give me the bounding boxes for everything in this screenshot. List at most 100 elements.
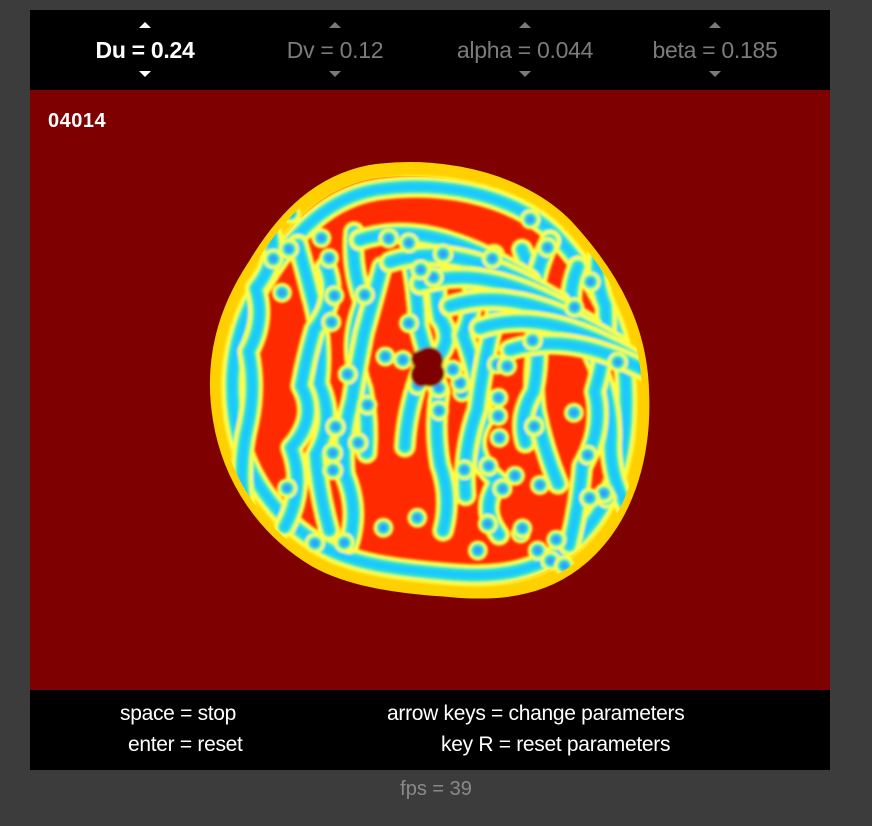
pattern-dot: [416, 265, 425, 274]
pattern-dot: [429, 273, 438, 282]
pattern-dot: [343, 370, 352, 379]
pattern-dot: [546, 556, 555, 565]
parameter-bar: Du = 0.24 Dv = 0.12 alpha = 0.044 beta =…: [30, 10, 830, 90]
pattern-dot: [494, 412, 503, 420]
decrease-dv-icon[interactable]: [329, 71, 341, 77]
pattern-dot: [327, 318, 336, 327]
pattern-dot: [363, 401, 372, 409]
pattern-dot: [340, 538, 349, 547]
pattern-dot: [328, 449, 337, 457]
pattern-dot: [404, 238, 413, 247]
pattern-stripe: [238, 226, 276, 510]
help-key-r: key R = reset parameters: [441, 733, 671, 756]
simulation-canvas[interactable]: 04014: [30, 90, 830, 690]
pattern-dot: [595, 209, 616, 230]
increase-alpha-icon[interactable]: [519, 22, 531, 28]
pattern-dot: [329, 466, 337, 475]
pattern-dot: [503, 362, 512, 371]
param-dv-label: Dv = 0.12: [286, 37, 384, 63]
pattern-stripe: [401, 261, 450, 451]
param-du[interactable]: Du = 0.24: [60, 10, 230, 90]
pattern-dot: [269, 254, 278, 263]
pattern-dot: [526, 215, 535, 224]
param-alpha-label: alpha = 0.044: [456, 37, 594, 63]
pattern-stripe: [340, 263, 386, 547]
pattern-dot: [598, 212, 613, 227]
pattern-dot: [473, 546, 482, 555]
decrease-beta-icon[interactable]: [709, 71, 721, 77]
pattern-dot: [381, 352, 390, 361]
pattern-dot: [511, 471, 519, 480]
pattern-dot: [254, 205, 269, 220]
param-beta-label: beta = 0.185: [652, 37, 778, 63]
pattern-dot: [543, 243, 552, 252]
pattern-dot: [456, 379, 465, 387]
pattern-dot: [284, 245, 293, 253]
turing-pattern: [209, 162, 650, 599]
pattern-dot: [613, 358, 622, 367]
fps-readout: fps = 39: [400, 778, 472, 800]
pattern-dot: [360, 290, 369, 299]
decrease-du-icon[interactable]: [139, 71, 151, 77]
param-beta[interactable]: beta = 0.185: [630, 10, 800, 90]
pattern-dot: [552, 535, 561, 544]
pattern-dot: [484, 462, 493, 471]
pattern-dot: [379, 523, 388, 532]
pattern-dot: [384, 234, 393, 243]
pattern-dot: [257, 208, 266, 217]
pattern-dot: [331, 422, 340, 431]
pattern-dot: [448, 365, 457, 374]
increase-beta-icon[interactable]: [709, 22, 721, 28]
pattern-dot: [460, 465, 469, 474]
pattern-dot: [601, 215, 610, 224]
help-space-stop: space = stop: [120, 702, 237, 725]
pattern-dot: [607, 560, 622, 575]
pattern-dot: [569, 408, 578, 417]
increase-dv-icon[interactable]: [329, 22, 341, 28]
pattern-blob: [209, 162, 650, 599]
param-alpha[interactable]: alpha = 0.044: [440, 10, 610, 90]
pattern-dot: [560, 561, 569, 570]
pattern-dot: [413, 513, 422, 522]
simulation-app: Du = 0.24 Dv = 0.12 alpha = 0.044 beta =…: [30, 10, 830, 770]
pattern-dot: [488, 254, 497, 263]
decrease-alpha-icon[interactable]: [519, 71, 531, 77]
pattern-dot: [586, 277, 595, 286]
pattern-dot: [251, 202, 272, 223]
pattern-dot: [494, 393, 503, 402]
increase-du-icon[interactable]: [139, 22, 151, 28]
pattern-dot: [483, 520, 492, 528]
pattern-dot: [325, 254, 334, 263]
pattern-dot: [283, 484, 292, 493]
pattern-dot: [330, 291, 339, 300]
pattern-dot: [434, 384, 443, 393]
help-enter-reset: enter = reset: [128, 733, 243, 756]
frame-counter: 04014: [48, 110, 107, 132]
pattern-dot: [404, 319, 413, 328]
pattern-dot: [354, 438, 363, 447]
pattern-hole: [410, 347, 445, 387]
pattern-dot: [607, 227, 628, 248]
param-du-label: Du = 0.24: [95, 37, 195, 63]
help-bar: space = stop enter = reset arrow keys = …: [30, 690, 830, 770]
pattern-dot: [597, 554, 612, 568]
pattern-dot: [439, 250, 448, 258]
pattern-dot: [278, 288, 286, 297]
pattern-dot: [498, 484, 507, 493]
pattern-dot: [570, 303, 579, 312]
pattern-dot: [583, 451, 592, 460]
pattern-dot: [594, 551, 615, 571]
pattern-dot: [435, 406, 444, 415]
pattern-dot: [585, 494, 594, 503]
pattern-dot: [518, 524, 527, 533]
pattern-dot: [495, 433, 504, 442]
pattern-dot: [533, 546, 542, 555]
pattern-dot: [310, 539, 319, 548]
pattern-dot: [604, 557, 625, 578]
param-dv[interactable]: Dv = 0.12: [250, 10, 420, 90]
pattern-dot: [613, 233, 622, 242]
pattern-dot: [317, 234, 326, 243]
pattern-dot: [535, 481, 544, 489]
pattern-dot: [530, 422, 539, 431]
pattern-dot: [528, 336, 537, 345]
